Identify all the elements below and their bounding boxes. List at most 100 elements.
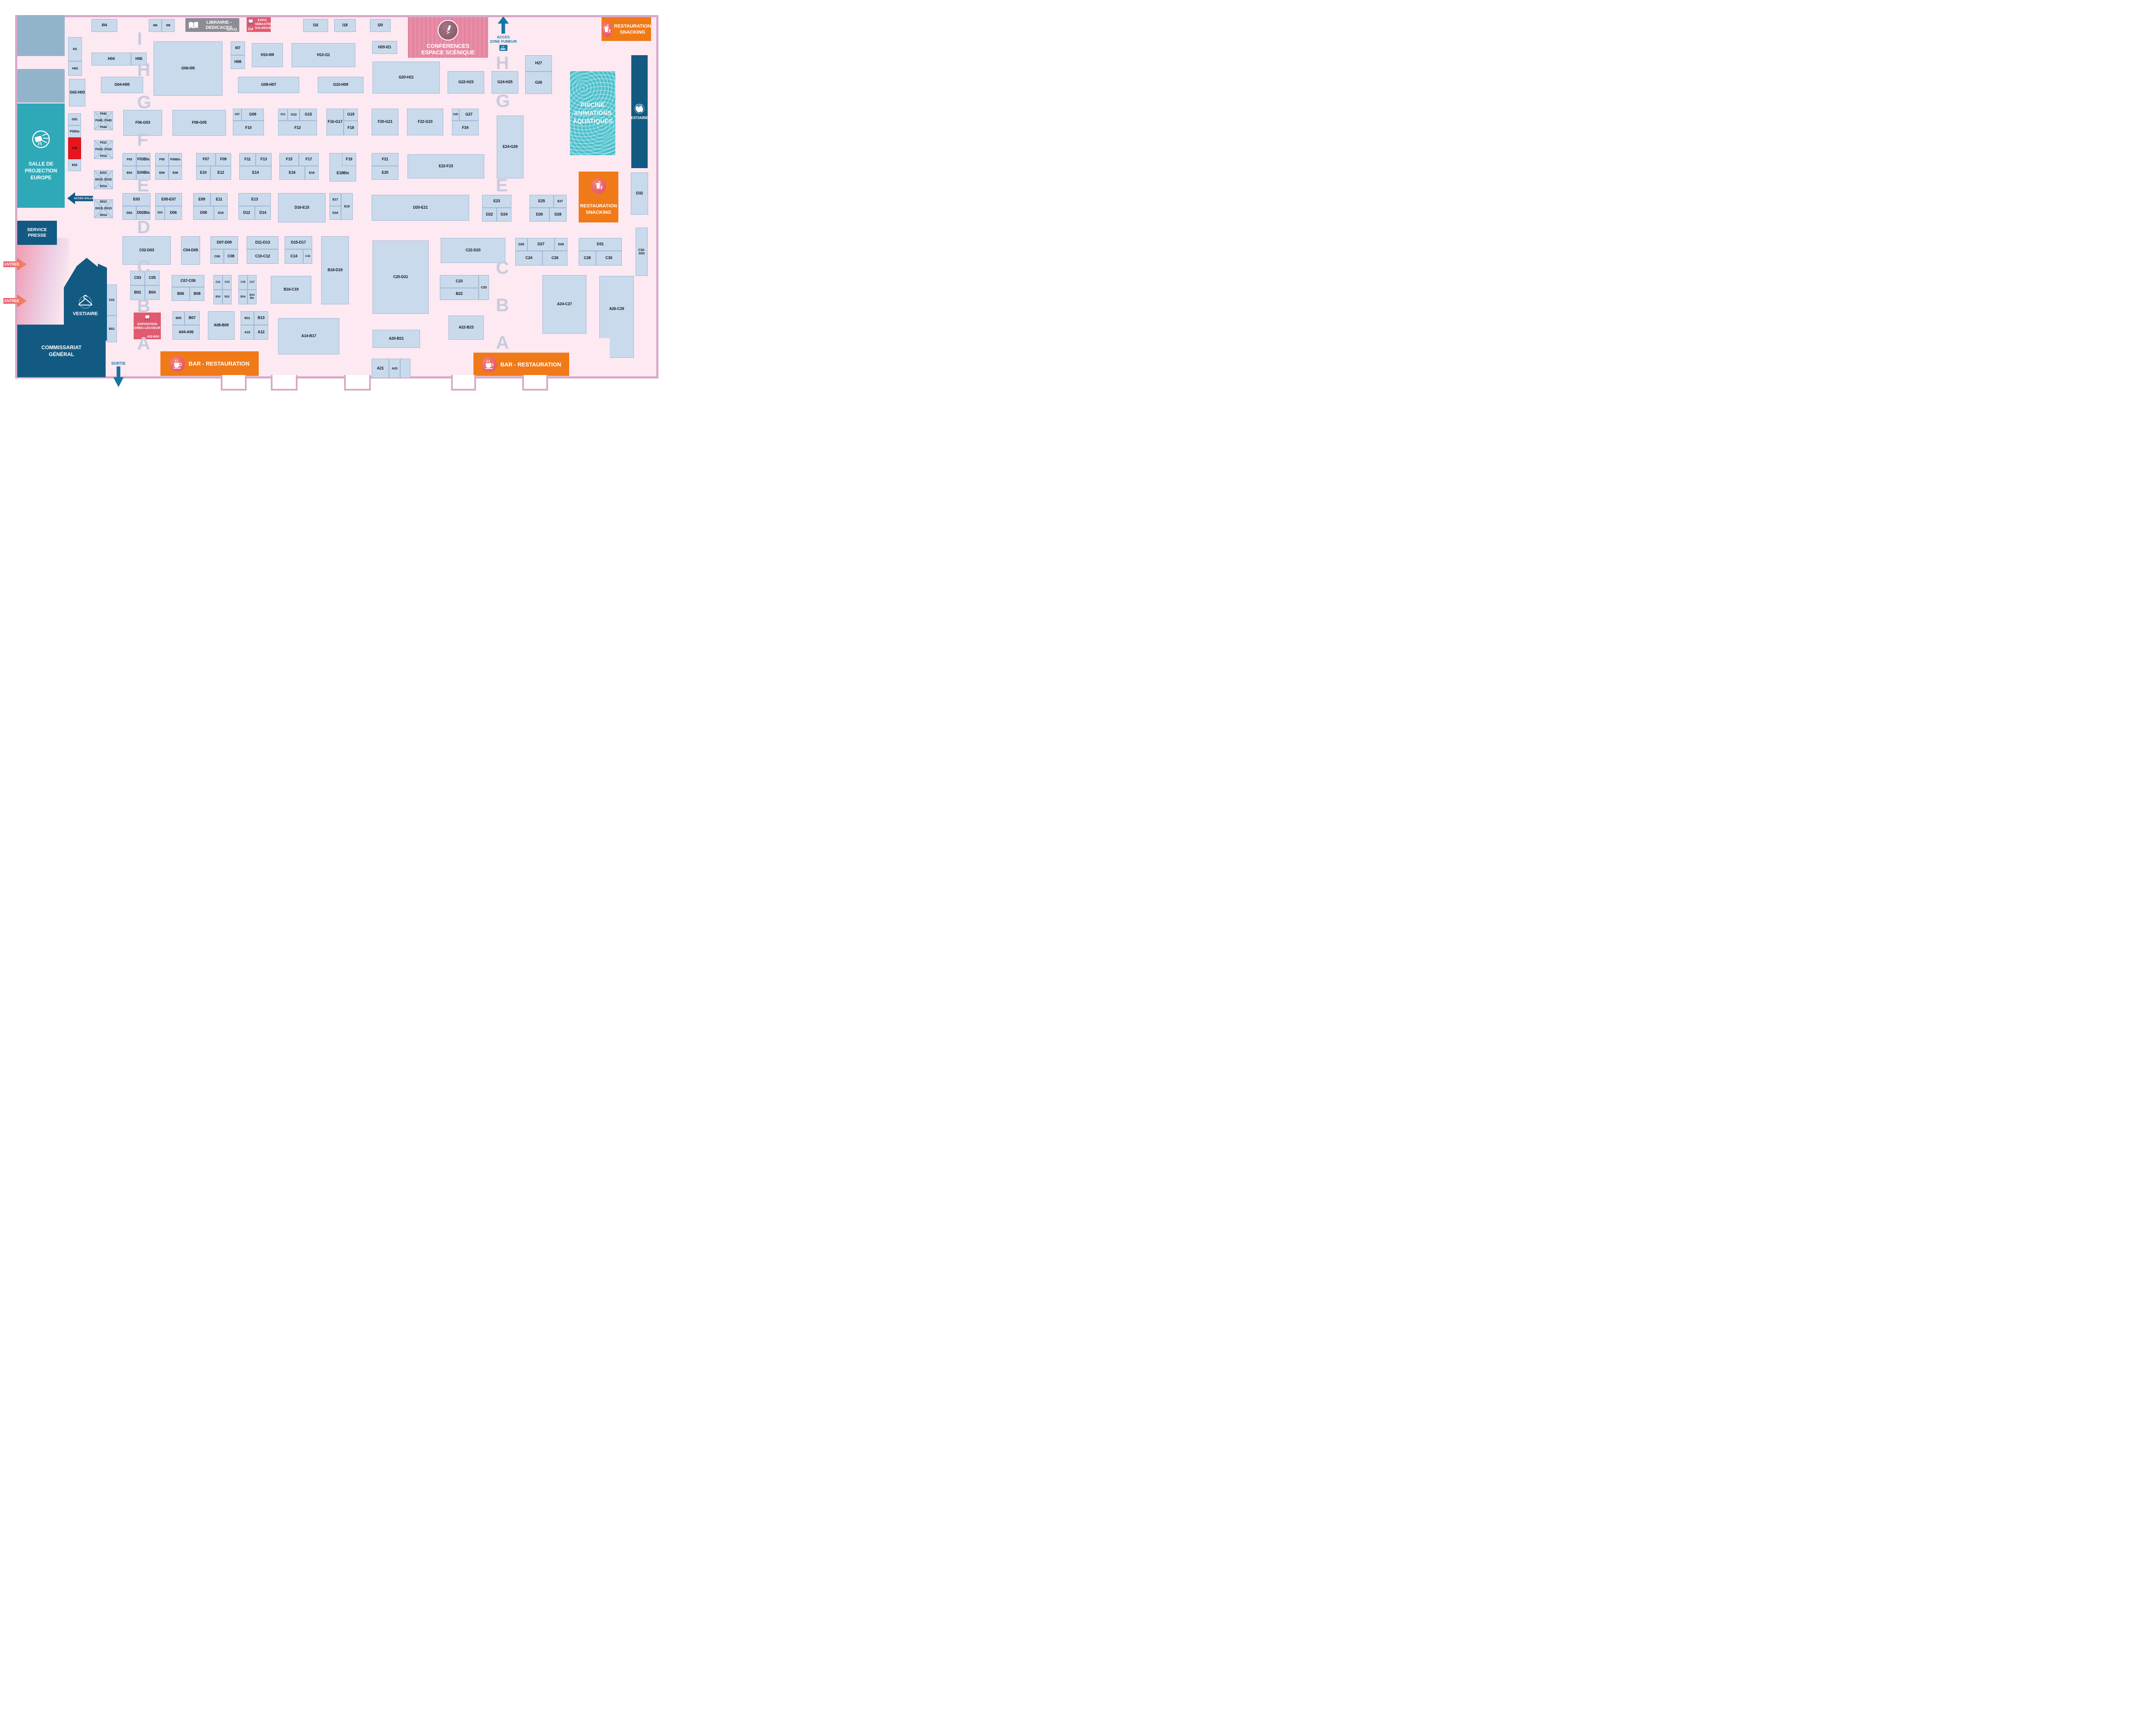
booth-c25[interactable]: C25 — [479, 275, 489, 300]
booth-b12[interactable]: B12 — [222, 290, 232, 304]
booth-f24[interactable]: F24 — [452, 121, 479, 135]
booth-b06[interactable]: B06 — [172, 287, 190, 301]
booth-d32[interactable]: D32 — [631, 172, 648, 215]
zone-restauration[interactable]: RESTAURATION SNACKING — [579, 172, 618, 222]
booth-e12[interactable]: E12 — [210, 166, 231, 180]
booth-e09[interactable]: E09 — [193, 193, 210, 206]
booth-a04-a06[interactable]: A04-A06 — [172, 325, 200, 340]
booth-g09[interactable]: G09 — [241, 109, 264, 121]
zone-vestiaires[interactable]: VESTIAIRES — [629, 55, 650, 168]
booth-f22-g23[interactable]: F22-G23 — [407, 109, 443, 135]
booth-h06[interactable]: H06 — [131, 53, 147, 66]
booth-c14[interactable]: C14 — [285, 249, 303, 264]
booth-b02[interactable]: B02 — [130, 285, 145, 300]
booth-a12[interactable]: A12 — [254, 325, 268, 340]
booth-g20-h21[interactable]: G20-H21 — [373, 62, 440, 94]
booth-d27[interactable]: D27 — [527, 238, 555, 251]
booth-c01[interactable]: C01 — [107, 285, 117, 316]
booth-c15[interactable]: C15 — [238, 275, 248, 290]
booth-e04[interactable]: E04 — [122, 166, 136, 180]
booth-e06[interactable]: E06 — [155, 166, 169, 180]
booth-c08[interactable]: C08 — [224, 249, 238, 264]
zone-conf-rences[interactable]: CONFÉRENCES ESPACE SCÉNIQUE — [408, 17, 488, 58]
booth-g07[interactable]: G07 — [233, 109, 241, 121]
booth-e14[interactable]: E14 — [239, 166, 272, 180]
booth-d25[interactable]: D25 — [515, 238, 527, 251]
booth-g13[interactable]: G13 — [288, 109, 300, 121]
booth-d29[interactable]: D29 — [555, 238, 567, 251]
booth-c11[interactable]: C11 — [213, 275, 222, 290]
zone-librairie-dedicaces[interactable]: LIBRAIRIE - DEDICACES I10-I12 — [185, 18, 239, 32]
booth-d12[interactable]: D12 — [238, 206, 255, 220]
booth-d22[interactable]: D22 — [482, 208, 497, 222]
booth-e08[interactable]: E08 — [169, 166, 182, 180]
booth-c04-d05[interactable]: C04-D05 — [181, 236, 200, 265]
booth-e13[interactable]: E13 — [238, 193, 271, 206]
booth-i18[interactable]: I18 — [334, 19, 356, 32]
zone-service[interactable]: SERVICE PRESSE — [17, 221, 57, 245]
booth-g22-h23[interactable]: G22-H23 — [448, 71, 484, 94]
booth-c22-d23[interactable]: C22-D23 — [441, 238, 505, 263]
booth-e17[interactable]: E17 — [329, 193, 341, 206]
booth-f09[interactable]: F09 — [216, 153, 231, 166]
booth-c07-c09[interactable]: C07-C09 — [172, 275, 204, 287]
zone-expo-[interactable]: EXPO. SEBASTIEN SALINGUE I14 — [247, 17, 273, 32]
booth-b07[interactable]: B07 — [185, 311, 200, 325]
booth-e22-f23[interactable]: E22-F23 — [407, 154, 484, 178]
zone-salle-de[interactable]: SALLE DE PROJECTION EUROPE — [17, 103, 65, 208]
booth-f12[interactable]: F12 — [278, 121, 317, 135]
booth-b01[interactable]: B01 — [107, 316, 117, 342]
booth-i06[interactable]: I06 — [149, 19, 162, 32]
booth-f21[interactable]: F21 — [372, 153, 398, 166]
booth-c06[interactable]: C06 — [210, 249, 224, 264]
booth-b18-d19[interactable]: B18-D19 — [321, 236, 349, 304]
booth-g02-h03[interactable]: G02-H03 — [69, 79, 85, 106]
booth-h20-i21[interactable]: H20-I21 — [372, 41, 397, 54]
booth-a21[interactable]: A21 — [372, 359, 389, 378]
booth-f05[interactable]: F05 — [155, 153, 169, 166]
booth-d18[interactable]: D18 — [329, 206, 341, 220]
booth-i04[interactable]: I04 — [91, 19, 117, 32]
booth-b04[interactable]: B04 — [145, 285, 160, 300]
booth-e20[interactable]: E20 — [372, 166, 398, 180]
booth-blank[interactable] — [400, 359, 411, 378]
booth-f17[interactable]: F17 — [299, 153, 319, 166]
booth-d11-d13[interactable]: D11-D13 — [247, 236, 279, 249]
booth-b08[interactable]: B08 — [190, 287, 204, 301]
zone-bar-restauration[interactable]: BAR - RESTAURATION — [473, 353, 569, 376]
booth-f10[interactable]: F10 — [233, 121, 264, 135]
booth-g26[interactable]: G26 — [525, 72, 552, 94]
booth-c10-c12[interactable]: C10-C12 — [247, 249, 279, 264]
booth-d14[interactable]: D14 — [255, 206, 271, 220]
booth-h12-i11[interactable]: H12-I11 — [291, 43, 355, 67]
booth-b10[interactable]: B10 — [213, 290, 222, 304]
booth-f03bis[interactable]: F03Bis — [136, 153, 150, 166]
booth-c05[interactable]: C05 — [145, 271, 160, 285]
booth-d24[interactable]: D24 — [497, 208, 511, 222]
booth-c30[interactable]: C30 — [596, 251, 622, 266]
booth-d02bis[interactable]: D02Bis — [136, 206, 150, 220]
booth-c16[interactable]: C16 — [303, 249, 312, 264]
booth-e25[interactable]: E25 — [530, 195, 554, 208]
booth-e05-e07[interactable]: E05-E07 — [155, 193, 182, 206]
booth-d10[interactable]: D10 — [214, 206, 228, 220]
booth-d15-d17[interactable]: D15-D17 — [285, 236, 312, 249]
booth-c26[interactable]: C26 — [542, 251, 567, 266]
booth-a10[interactable]: A10 — [241, 325, 254, 340]
booth-f15[interactable]: F15 — [279, 153, 299, 166]
booth-d06[interactable]: D06 — [165, 206, 182, 220]
booth-f03[interactable]: F03 — [122, 153, 136, 166]
booth-d08[interactable]: D08 — [193, 206, 214, 220]
booth-c20-d21[interactable]: C20-D21 — [373, 241, 429, 314]
booth-e01-cross[interactable]: E01C E01B E01D E01A — [94, 170, 113, 189]
booth-i07[interactable]: I07 — [231, 41, 245, 55]
booth-e19[interactable]: E19 — [341, 193, 353, 220]
booth-b05[interactable]: B05 — [172, 311, 185, 325]
booth-g11[interactable]: G11 — [278, 109, 288, 121]
booth-e24-g29[interactable]: E24-G29 — [497, 116, 523, 178]
booth-d20-e21[interactable]: D20-E21 — [372, 195, 469, 221]
booth-f01-cross[interactable]: F01C F01B F01D F01A — [94, 140, 113, 159]
booth-f07[interactable]: F07 — [196, 153, 216, 166]
booth-h10-i09[interactable]: H10-I09 — [252, 43, 283, 67]
booth-c02-d03[interactable]: C02-D03 — [122, 236, 171, 265]
